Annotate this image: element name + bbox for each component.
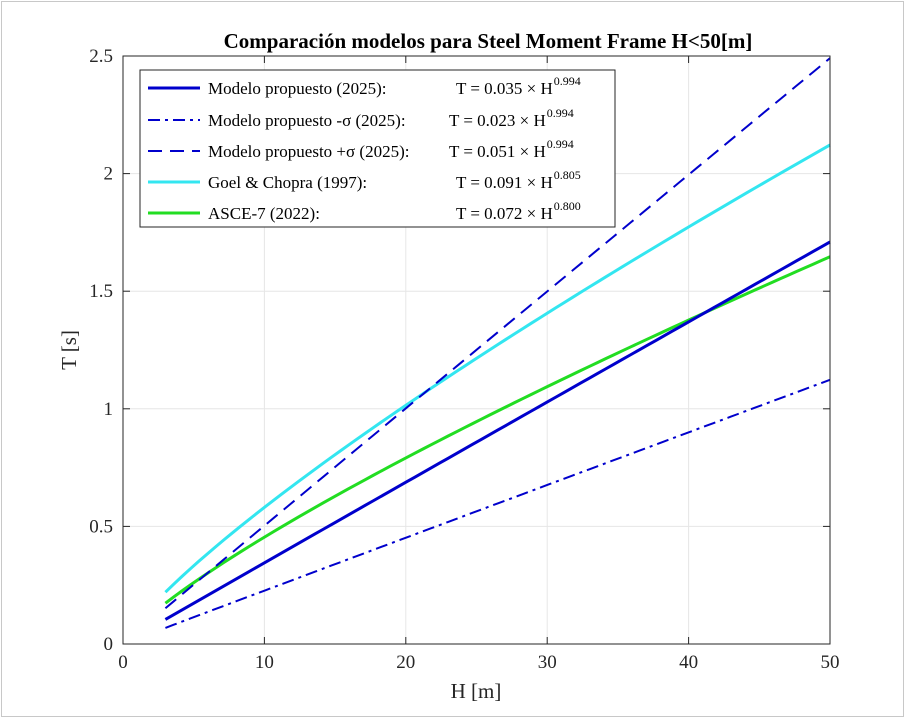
legend-equation-2: T = 0.051 × H bbox=[449, 142, 546, 161]
x-tick-label: 40 bbox=[679, 652, 698, 673]
y-tick-label: 1.5 bbox=[89, 281, 113, 302]
legend-label-1: Modelo propuesto -σ (2025): bbox=[208, 111, 406, 130]
legend-label-2: Modelo propuesto +σ (2025): bbox=[208, 142, 409, 161]
y-tick-label: 2 bbox=[104, 164, 114, 185]
legend: Modelo propuesto (2025): T = 0.035 × H 0.9… bbox=[139, 69, 616, 228]
chart-title: Comparación modelos para Steel Moment Fr… bbox=[224, 29, 753, 53]
legend-equation-4: T = 0.072 × H bbox=[456, 204, 553, 223]
x-tick-label: 50 bbox=[821, 652, 840, 673]
legend-exponent-3: 0.805 bbox=[554, 168, 581, 182]
legend-equation-1: T = 0.023 × H bbox=[449, 111, 546, 130]
x-tick-label: 10 bbox=[255, 652, 274, 673]
y-tick-label: 1 bbox=[104, 399, 114, 420]
legend-label-3: Goel & Chopra (1997): bbox=[208, 173, 367, 192]
y-tick-label: 0.5 bbox=[89, 516, 113, 537]
legend-equation-3: T = 0.091 × H bbox=[456, 173, 553, 192]
x-tick-label: 0 bbox=[118, 652, 128, 673]
series-layer bbox=[164, 57, 831, 629]
legend-exponent-0: 0.994 bbox=[554, 74, 581, 88]
x-tick-label: 20 bbox=[396, 652, 415, 673]
series-line-1 bbox=[165, 378, 831, 629]
series-line-2 bbox=[164, 57, 831, 610]
legend-exponent-4: 0.800 bbox=[554, 199, 581, 213]
legend-box bbox=[139, 69, 616, 228]
legend-label-0: Modelo propuesto (2025): bbox=[208, 79, 386, 98]
ticks: 0 10 20 30 40 50 0 0.5 1 1.5 2 2.5 bbox=[89, 46, 839, 673]
legend-exponent-1: 0.994 bbox=[547, 106, 574, 120]
legend-exponent-2: 0.994 bbox=[547, 137, 574, 151]
x-axis-label: H [m] bbox=[451, 679, 502, 703]
y-tick-label: 2.5 bbox=[89, 46, 113, 67]
legend-equation-0: T = 0.035 × H bbox=[456, 79, 553, 98]
axes-box bbox=[122, 55, 831, 645]
y-tick-label: 0 bbox=[104, 634, 114, 655]
y-axis-label: T [s] bbox=[57, 330, 81, 370]
series-line-0 bbox=[164, 240, 831, 621]
series-line-3 bbox=[164, 143, 831, 594]
x-tick-label: 30 bbox=[538, 652, 557, 673]
legend-label-4: ASCE-7 (2022): bbox=[208, 204, 320, 223]
